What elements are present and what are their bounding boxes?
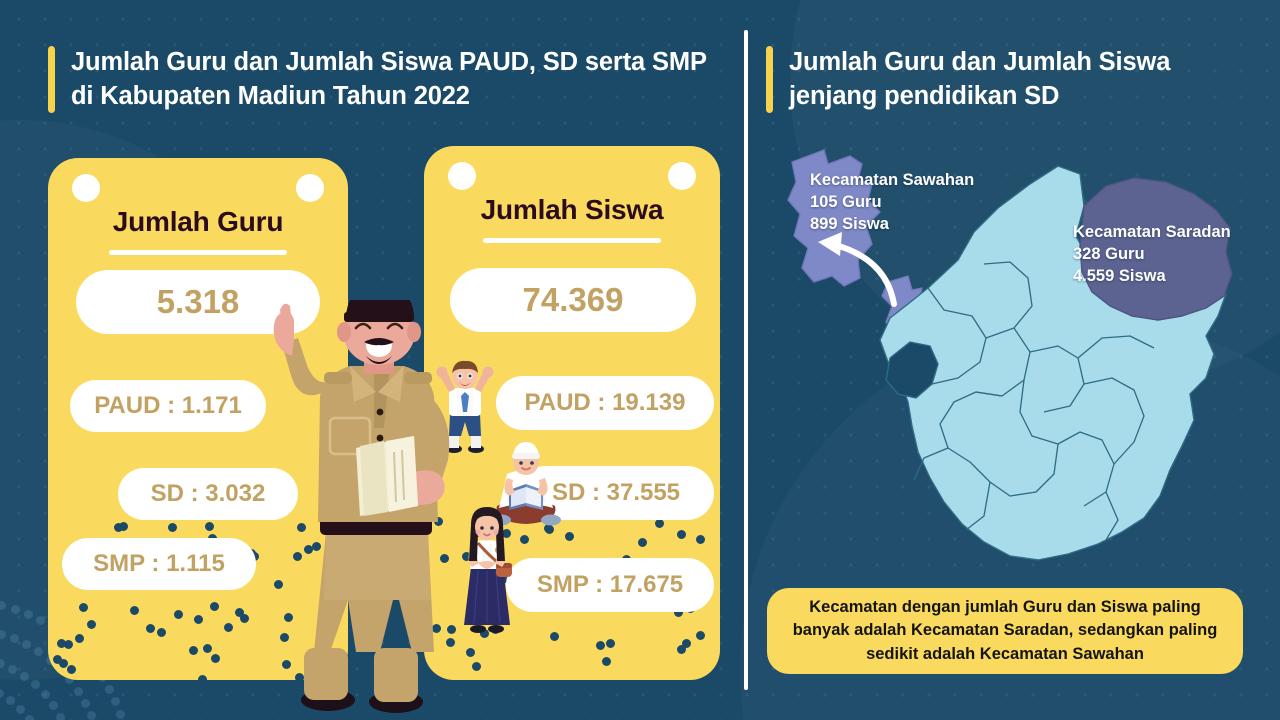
siswa-total-value: 74.369 [450,268,696,332]
sawahan-district-name: Kecamatan Sawahan [810,171,975,189]
siswa-paud-value: PAUD : 19.139 [496,376,714,430]
left-title-text: Jumlah Guru dan Jumlah Siswa PAUD, SD se… [71,48,707,110]
teacher-illustration [268,286,488,720]
guru-sd-value: SD : 3.032 [118,468,298,520]
saradan-siswa-count: 4.559 Siswa [1073,266,1166,285]
map-label-saradan: Kecamatan Saradan 328 Guru 4.559 Siswa [1073,222,1231,288]
summary-callout: Kecamatan dengan jumlah Guru dan Siswa p… [767,588,1243,674]
card-heading: Jumlah Guru [112,206,284,237]
summary-callout-text: Kecamatan dengan jumlah Guru dan Siswa p… [792,597,1218,663]
punch-hole-icon [668,162,696,190]
siswa-smp-value: SMP : 17.675 [506,558,714,612]
right-title: Jumlah Guru dan Jumlah Siswa jenjang pen… [766,46,1236,114]
punch-hole-icon [72,174,100,202]
saradan-district-name: Kecamatan Saradan [1073,223,1231,241]
punch-hole-icon [296,174,324,202]
sawahan-siswa-count: 899 Siswa [810,214,889,233]
guru-smp-value: SMP : 1.115 [62,538,256,590]
punch-hole-icon [448,162,476,190]
title-accent-bar [766,46,773,114]
map-label-sawahan: Kecamatan Sawahan 105 Guru 899 Siswa [810,170,974,236]
sawahan-guru-count: 105 Guru [810,192,882,211]
card-divider-rule [483,238,661,243]
title-accent-bar [48,46,55,114]
left-title: Jumlah Guru dan Jumlah Siswa PAUD, SD se… [48,46,708,114]
map-pointer-arrow [818,232,897,307]
madiun-district-map[interactable] [762,140,1262,572]
sitting-student-illustration [487,440,565,532]
card-heading: Jumlah Siswa [480,194,664,225]
guru-paud-value: PAUD : 1.171 [70,380,266,432]
right-title-text: Jumlah Guru dan Jumlah Siswa jenjang pen… [789,48,1171,110]
section-divider [744,30,748,690]
saradan-guru-count: 328 Guru [1073,244,1145,263]
boy-student-illustration [428,358,502,454]
card-divider-rule [109,250,287,255]
